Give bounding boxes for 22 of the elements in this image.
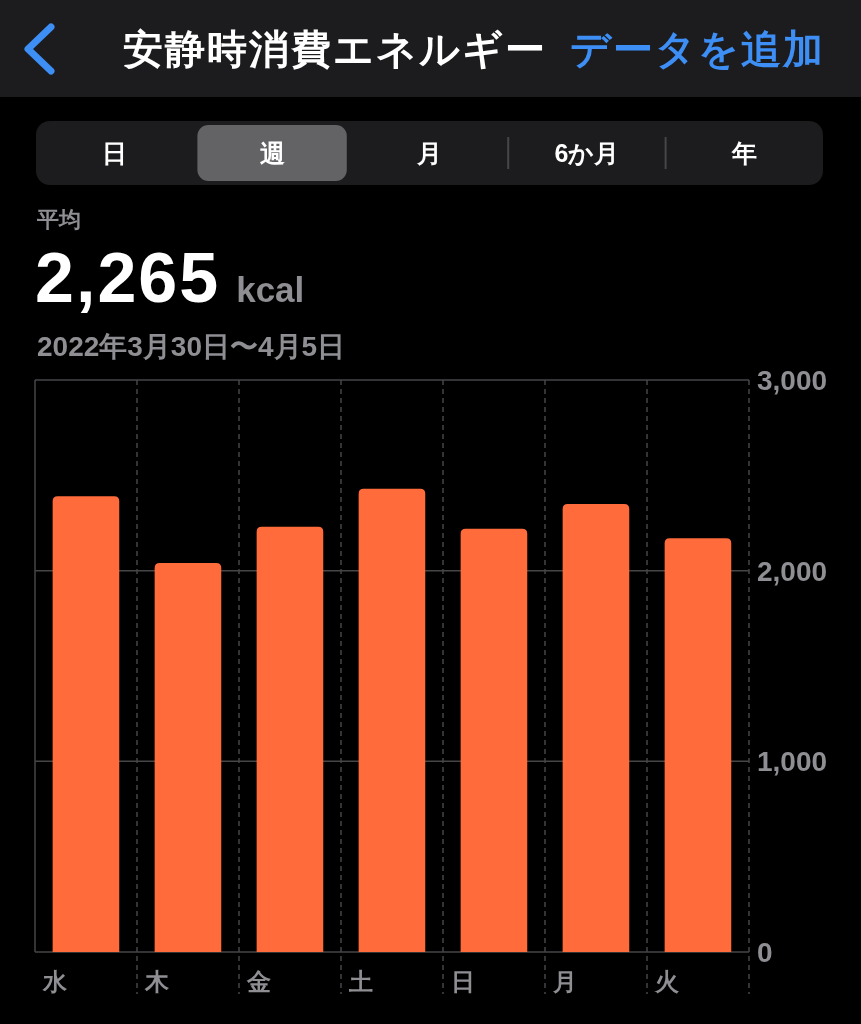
y-tick-label: 3,000 [757,365,828,396]
title: 安静時消費エネルギー [123,27,547,71]
x-tick-label: 土 [349,968,373,995]
annotation: 平均 [37,207,81,232]
subtitle: 2022年3月30日〜4月5日 [37,331,346,362]
annotation: 6か月 [554,139,620,167]
annotation: 月 [417,139,442,167]
x-tick-label: 木 [145,968,169,995]
annotation: 日 [102,139,128,167]
x-tick-label: 金 [247,968,271,995]
annotation: 年 [731,139,757,167]
x-tick-label: 日 [451,968,475,995]
annotation: 2,265 [35,239,221,317]
annotation: データを追加 [570,27,825,71]
x-tick-label: 火 [655,968,679,995]
y-tick-label: 2,000 [757,555,828,587]
x-tick-label: 水 [43,968,67,995]
x-tick-label: 月 [553,968,577,995]
annotation: 週 [259,139,285,167]
y-tick-label: 0 [757,937,773,968]
y-tick-label: 1,000 [757,746,828,778]
annotation: kcal [236,270,305,309]
